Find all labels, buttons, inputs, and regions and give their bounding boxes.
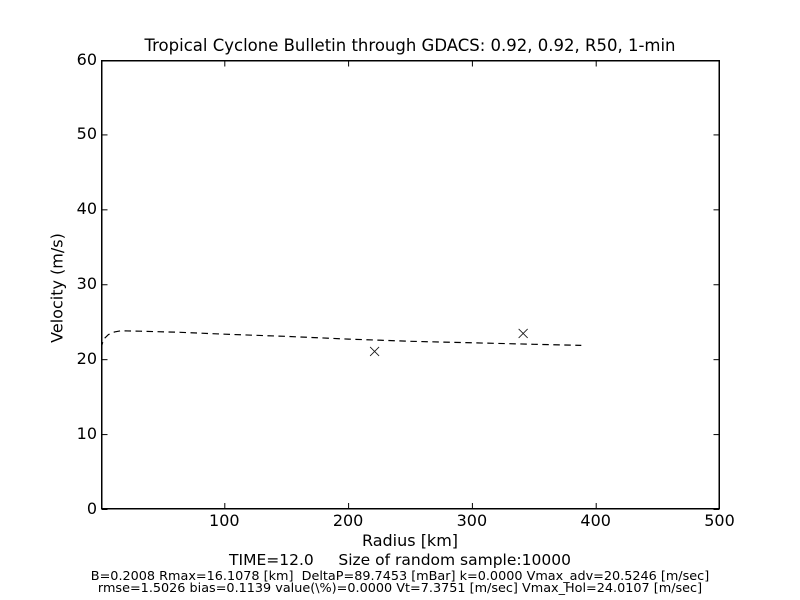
x-tick-label: 200 [332, 511, 364, 530]
x-tick-label: 400 [580, 511, 611, 530]
y-tick-label: 0 [86, 499, 97, 518]
y-tick-label: 10 [76, 424, 97, 444]
x-tick-label: 500 [704, 511, 735, 530]
y-tick-label: 30 [76, 274, 97, 294]
y-tick-label: 50 [76, 124, 97, 144]
y-tick-label: 60 [76, 49, 97, 69]
observation-marker [517, 328, 528, 338]
footer-params-line2: rmse=1.5026 bias=0.1139 value(\%)=0.0000… [97, 581, 703, 596]
x-axis-label: Radius [km] [361, 531, 459, 550]
plot-area [100, 59, 720, 510]
y-tick-label: 40 [76, 199, 97, 219]
chart-title: Tropical Cyclone Bulletin through GDACS:… [144, 36, 676, 55]
footer-time-line: TIME=12.0 Size of random sample:10000 [229, 551, 571, 569]
y-tick-label: 20 [76, 349, 97, 369]
observation-marker [369, 346, 379, 356]
x-tick-label: 300 [456, 511, 488, 530]
plot-frame [100, 59, 720, 509]
x-tick-label: 100 [209, 511, 240, 530]
footer-params-line1: B=0.2008 Rmax=16.1078 [km] DeltaP=89.745… [90, 569, 710, 584]
wind-profile-curve [100, 329, 581, 349]
